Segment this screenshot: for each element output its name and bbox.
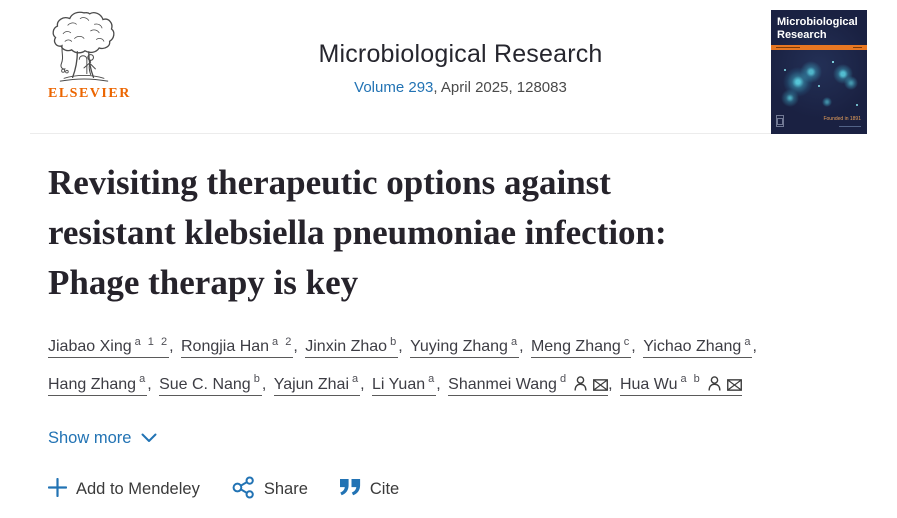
person-icon[interactable] [574, 369, 587, 401]
cite-quote-icon [339, 478, 361, 501]
show-more-label: Show more [48, 428, 132, 447]
cover-publisher-emblem-icon [776, 115, 784, 127]
author-name: Li Yuan [372, 375, 426, 393]
author-separator: , [631, 338, 641, 356]
journal-cover-image[interactable]: Microbiological Research Founded in 1891 [771, 10, 867, 134]
author-name: Yajun Zhai [273, 375, 350, 393]
author-name: Rongjia Han [180, 338, 270, 356]
issue-info: , April 2025, 128083 [433, 79, 567, 96]
author-name: Shanmei Wang [448, 375, 557, 393]
cover-subline [839, 125, 861, 127]
add-to-mendeley-button[interactable]: Add to Mendeley [47, 477, 200, 502]
add-to-mendeley-label: Add to Mendeley [76, 480, 200, 499]
show-more-button[interactable]: Show more [48, 429, 157, 448]
elsevier-tree-icon [48, 10, 150, 84]
cover-volume-bar [771, 45, 867, 50]
author-affiliation-sup: a 1 2 [134, 336, 170, 349]
author-affiliation-sup: a [352, 373, 361, 386]
journal-title-link[interactable]: Microbiological Research [318, 40, 603, 68]
cite-label: Cite [369, 480, 400, 499]
author-separator: , [261, 375, 271, 393]
author-separator: , [436, 375, 446, 393]
author-separator: , [608, 375, 617, 393]
author-link[interactable]: Li Yuan a, [372, 373, 448, 396]
journal-issue-line: Volume 293, April 2025, 128083 [150, 79, 771, 96]
author-row: Jiabao Xing a 1 2, Rongjia Han a 2, Jinxin… [48, 326, 849, 363]
author-affiliation-sup: b [390, 336, 399, 349]
share-button[interactable]: Share [232, 476, 308, 504]
author-name: Jinxin Zhao [305, 338, 388, 356]
author-affiliation-sup: a [510, 336, 520, 349]
author-affiliation-sup: a 2 [272, 336, 294, 349]
author-name: Hua Wu [619, 375, 678, 393]
elsevier-wordmark: ELSEVIER [48, 86, 131, 101]
cover-founded-label: Founded in 1891 [823, 116, 861, 122]
author-affiliation-sup: d [559, 373, 569, 386]
author-affiliation-sup: a [428, 373, 437, 386]
author-link[interactable]: Jiabao Xing a 1 2, [48, 336, 181, 359]
author-separator: , [752, 338, 757, 356]
author-name: Yichao Zhang [643, 338, 742, 356]
cover-journal-title: Microbiological Research [777, 16, 858, 41]
author-separator: , [519, 338, 528, 356]
article-toolbar: Add to Mendeley Share Cite [47, 476, 849, 504]
journal-banner: ELSEVIER Microbiological Research Volume… [30, 0, 867, 134]
author-separator: , [398, 338, 408, 356]
author-row: Hang Zhang a, Sue C. Nang b, Yajun Zhai a, … [48, 363, 849, 400]
author-separator: , [360, 375, 370, 393]
envelope-icon[interactable] [593, 369, 609, 401]
volume-link[interactable]: Volume 293 [354, 79, 434, 96]
author-separator: , [169, 338, 178, 356]
author-name: Meng Zhang [530, 338, 621, 356]
person-icon[interactable] [708, 369, 721, 401]
journal-header: Microbiological Research Volume 293, Apr… [150, 10, 771, 96]
author-link[interactable]: Sue C. Nang b, [159, 373, 274, 396]
chevron-down-icon [141, 429, 157, 448]
article-title-line: resistant klebsiella pneumoniae infectio… [48, 213, 667, 253]
author-affiliation-sup: a b [680, 373, 702, 386]
cite-button[interactable]: Cite [339, 478, 400, 501]
share-icon [232, 476, 255, 504]
author-name: Sue C. Nang [159, 375, 251, 393]
author-affiliation-sup: a [744, 336, 753, 349]
share-label: Share [263, 480, 308, 499]
author-affiliation-sup: a [139, 373, 148, 386]
author-separator: , [147, 375, 157, 393]
article-title-line: Revisiting therapeutic options against [48, 163, 611, 202]
author-link[interactable]: Yuying Zhang a, [410, 336, 531, 359]
author-separator: , [293, 338, 303, 356]
envelope-icon[interactable] [726, 369, 742, 401]
plus-icon [47, 477, 68, 502]
author-link[interactable]: Shanmei Wang d, [448, 373, 620, 396]
author-link[interactable]: Jinxin Zhao b, [305, 336, 410, 359]
author-link[interactable]: Yajun Zhai a, [273, 373, 372, 396]
author-affiliation-sup: c [623, 336, 632, 349]
elsevier-logo[interactable]: ELSEVIER [30, 10, 150, 102]
author-link[interactable]: Hang Zhang a, [48, 373, 159, 396]
author-name: Jiabao Xing [48, 338, 132, 356]
author-link[interactable]: Yichao Zhang a, [643, 336, 760, 359]
author-name: Yuying Zhang [410, 338, 508, 356]
author-list: Jiabao Xing a 1 2, Rongjia Han a 2, Jinxin… [48, 326, 849, 401]
author-link[interactable]: Meng Zhang c, [530, 336, 643, 359]
author-link[interactable]: Hua Wu a b [619, 373, 742, 396]
author-name: Hang Zhang [48, 375, 137, 393]
article-title: Revisiting therapeutic options against r… [48, 158, 849, 308]
article-title-line: Phage therapy is key [48, 263, 359, 303]
author-affiliation-sup: b [253, 373, 262, 386]
author-link[interactable]: Rongjia Han a 2, [180, 336, 305, 359]
